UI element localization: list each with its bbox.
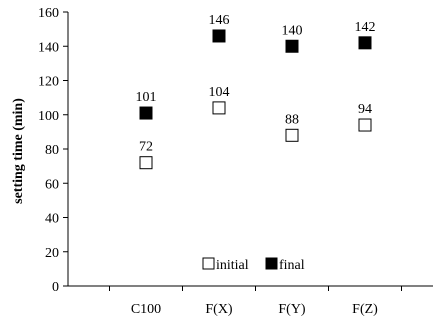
initial-point <box>139 156 153 170</box>
initial-value-label: 104 <box>209 85 230 100</box>
final-point <box>358 36 372 50</box>
y-tick-label: 40 <box>45 212 59 227</box>
legend-initial-label: initial <box>216 258 249 273</box>
final-value-label: 142 <box>355 20 376 35</box>
x-tick-label: C100 <box>131 302 161 317</box>
final-value-label: 146 <box>209 13 230 28</box>
y-axis-label: setting time (min) <box>11 98 26 204</box>
x-tick-label: F(X) <box>205 302 233 317</box>
legend-final-marker <box>265 257 278 270</box>
final-point <box>285 39 299 53</box>
legend: initial final <box>202 257 305 273</box>
y-tick-labels: 0 20 40 60 80 100 120 140 160 <box>38 6 59 295</box>
final-point <box>212 29 226 43</box>
initial-value-label: 88 <box>285 112 299 127</box>
y-tick-label: 0 <box>52 280 59 295</box>
legend-final-label: final <box>279 258 305 273</box>
axes <box>63 11 433 291</box>
data-labels: 72 104 88 94 101 146 140 142 <box>136 13 376 155</box>
y-tick-label: 120 <box>38 75 59 90</box>
data-marks <box>139 29 372 170</box>
initial-value-label: 72 <box>139 140 153 155</box>
final-value-label: 140 <box>282 23 303 38</box>
initial-value-label: 94 <box>358 102 372 117</box>
y-tick-label: 160 <box>38 6 59 21</box>
x-tick-label: F(Z) <box>352 302 378 317</box>
final-value-label: 101 <box>136 90 157 105</box>
y-tick-label: 140 <box>38 40 59 55</box>
initial-point <box>285 128 299 142</box>
initial-point <box>358 118 372 132</box>
y-tick-label: 20 <box>45 246 59 261</box>
y-tick-label: 80 <box>45 143 59 158</box>
legend-initial-marker <box>202 257 215 270</box>
y-tick-label: 100 <box>38 109 59 124</box>
x-tick-labels: C100 F(X) F(Y) F(Z) <box>131 302 378 317</box>
y-tick-label: 60 <box>45 177 59 192</box>
initial-point <box>212 101 226 115</box>
x-tick-label: F(Y) <box>278 302 306 317</box>
final-point <box>139 106 153 120</box>
